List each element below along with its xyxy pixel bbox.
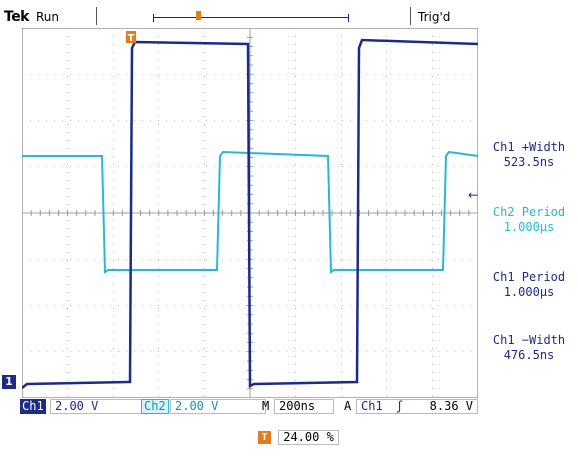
trigger-level: 8.36 V	[429, 399, 473, 413]
acquisition-state: Run	[36, 10, 60, 24]
ch2-waveform	[22, 150, 478, 274]
trigger-mode: A	[344, 399, 352, 413]
timebase-scale[interactable]: 200ns	[274, 399, 334, 414]
measurement-label: Ch1 Period	[492, 270, 566, 284]
ch2-scale[interactable]: 2.00 V	[170, 399, 266, 414]
trigger-source: Ch1	[361, 399, 383, 413]
ch1-scale[interactable]: 2.00 V	[50, 399, 146, 414]
svg-text:T: T	[128, 33, 135, 44]
measurement-label: Ch1 −Width	[492, 333, 566, 347]
measurement-ch2-period: Ch2 Period 1.000µs	[480, 205, 578, 235]
graticule: T	[22, 28, 478, 398]
record-trigger-marker	[196, 11, 201, 20]
reference-arrow-icon: ←	[468, 188, 479, 202]
divider	[410, 7, 411, 25]
waveform-display[interactable]: T	[22, 28, 478, 398]
top-status-bar: Tek Run Trig'd	[0, 0, 578, 28]
divider	[96, 7, 97, 25]
measurement-value: 523.5ns	[503, 155, 555, 169]
trigger-position-icon: T	[258, 431, 271, 444]
trigger-state: Trig'd	[418, 10, 451, 24]
timebase-prefix: M	[262, 399, 270, 413]
record-position-bar	[153, 14, 349, 22]
ch1-ground-marker[interactable]: 1	[2, 375, 16, 389]
ch1-waveform	[22, 38, 478, 389]
measurement-ch1-pos-width: Ch1 +Width 523.5ns	[480, 140, 578, 170]
measurement-ch1-neg-width: Ch1 −Width 476.5ns	[480, 333, 578, 363]
ch2-label[interactable]: Ch2	[141, 399, 169, 414]
measurement-ch1-period: Ch1 Period 1.000µs	[480, 270, 578, 300]
ch1-label[interactable]: Ch1	[20, 399, 46, 414]
measurement-value: 1.000µs	[503, 285, 555, 299]
measurement-value: 1.000µs	[503, 220, 555, 234]
trigger-settings[interactable]: Ch1 ʃ 8.36 V	[356, 399, 478, 414]
trigger-slope-icon: ʃ	[395, 399, 404, 413]
measurement-value: 476.5ns	[503, 348, 555, 362]
trigger-position-readout: T 24.00 %	[258, 430, 339, 446]
measurement-label: Ch2 Period	[492, 205, 566, 219]
trigger-position-marker: T	[126, 31, 136, 44]
brand-logo: Tek	[4, 9, 30, 25]
measurement-label: Ch1 +Width	[492, 140, 566, 154]
bottom-status-bar: Ch1 2.00 V Ch2 2.00 V M 200ns A Ch1 ʃ 8.…	[20, 399, 480, 415]
trigger-position-value[interactable]: 24.00 %	[278, 430, 339, 445]
